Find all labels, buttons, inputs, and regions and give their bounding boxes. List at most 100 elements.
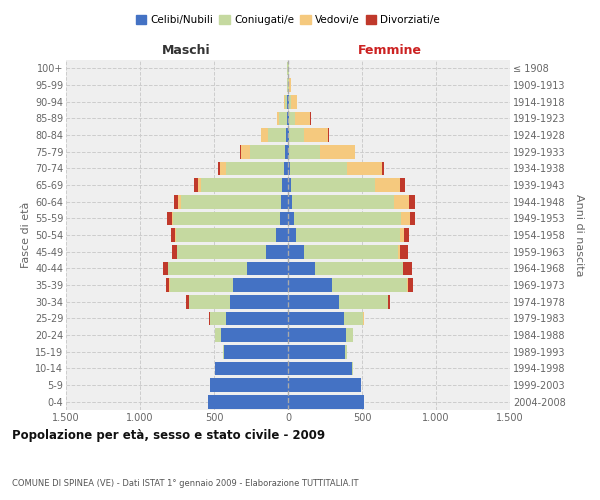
Bar (221, 328, 288, 342)
Bar (287, 95, 288, 108)
Y-axis label: Anni di nascita: Anni di nascita (574, 194, 584, 276)
Bar (288, 362, 352, 375)
Bar (398, 245, 400, 258)
Bar (240, 145, 241, 158)
Bar (284, 95, 285, 108)
Bar (241, 145, 250, 158)
Bar (163, 262, 168, 275)
Bar (172, 245, 176, 258)
Bar (339, 295, 388, 308)
Text: COMUNE DI SPINEA (VE) - Dati ISTAT 1° gennaio 2009 - Elaborazione TUTTITALIA.IT: COMUNE DI SPINEA (VE) - Dati ISTAT 1° ge… (12, 478, 359, 488)
Bar (281, 195, 288, 208)
Bar (173, 212, 280, 225)
Bar (288, 228, 296, 242)
Bar (181, 195, 281, 208)
Bar (166, 278, 169, 292)
Bar (304, 128, 328, 142)
Legend: Celibi/Nubili, Coniugati/e, Vedovi/e, Divorziati/e: Celibi/Nubili, Coniugati/e, Vedovi/e, Di… (131, 11, 445, 30)
Bar (288, 262, 316, 275)
Bar (404, 228, 409, 242)
Bar (208, 395, 288, 408)
Bar (296, 228, 400, 242)
Bar (233, 278, 288, 292)
Bar (316, 262, 403, 275)
Bar (260, 128, 262, 142)
Bar (250, 145, 285, 158)
Bar (288, 145, 289, 158)
Bar (262, 128, 268, 142)
Bar (291, 178, 374, 192)
Bar (171, 228, 175, 242)
Bar (276, 228, 288, 242)
Bar (288, 295, 339, 308)
Bar (266, 245, 288, 258)
Bar (289, 78, 292, 92)
Bar (287, 112, 288, 125)
Bar (178, 195, 181, 208)
Bar (388, 295, 391, 308)
Bar (209, 312, 226, 325)
Bar (320, 145, 355, 158)
Bar (346, 328, 353, 342)
Bar (382, 162, 384, 175)
Bar (289, 95, 291, 108)
Bar (347, 162, 382, 175)
Bar (288, 162, 290, 175)
Bar (400, 178, 405, 192)
Bar (286, 128, 288, 142)
Bar (226, 312, 288, 325)
Bar (167, 212, 172, 225)
Bar (394, 195, 409, 208)
Bar (209, 378, 288, 392)
Bar (247, 262, 288, 275)
Bar (187, 295, 188, 308)
Bar (215, 328, 221, 342)
Bar (288, 328, 346, 342)
Bar (176, 228, 276, 242)
Y-axis label: Fasce di età: Fasce di età (20, 202, 31, 268)
Bar (268, 128, 286, 142)
Bar (226, 162, 284, 175)
Bar (374, 178, 400, 192)
Bar (289, 145, 320, 158)
Bar (401, 212, 410, 225)
Bar (288, 278, 332, 292)
Bar (293, 212, 401, 225)
Bar (279, 112, 287, 125)
Bar (288, 195, 292, 208)
Bar (282, 178, 288, 192)
Bar (400, 228, 404, 242)
Bar (284, 162, 288, 175)
Bar (295, 112, 310, 125)
Bar (288, 378, 361, 392)
Bar (288, 245, 304, 258)
Bar (289, 112, 295, 125)
Bar (200, 178, 282, 192)
Bar (175, 228, 176, 242)
Bar (170, 278, 233, 292)
Bar (194, 178, 198, 192)
Bar (409, 195, 415, 208)
Bar (304, 245, 398, 258)
Bar (168, 262, 247, 275)
Bar (198, 178, 200, 192)
Bar (407, 278, 413, 292)
Bar (189, 295, 230, 308)
Bar (220, 162, 226, 175)
Bar (410, 212, 415, 225)
Bar (400, 245, 407, 258)
Bar (285, 145, 288, 158)
Bar (288, 212, 293, 225)
Bar (288, 312, 343, 325)
Bar (288, 95, 289, 108)
Bar (403, 262, 412, 275)
Bar (288, 395, 364, 408)
Bar (288, 128, 289, 142)
Bar (285, 95, 287, 108)
Bar (230, 295, 288, 308)
Bar (223, 345, 224, 358)
Bar (280, 212, 288, 225)
Bar (345, 345, 347, 358)
Bar (288, 112, 289, 125)
Bar (332, 278, 407, 292)
